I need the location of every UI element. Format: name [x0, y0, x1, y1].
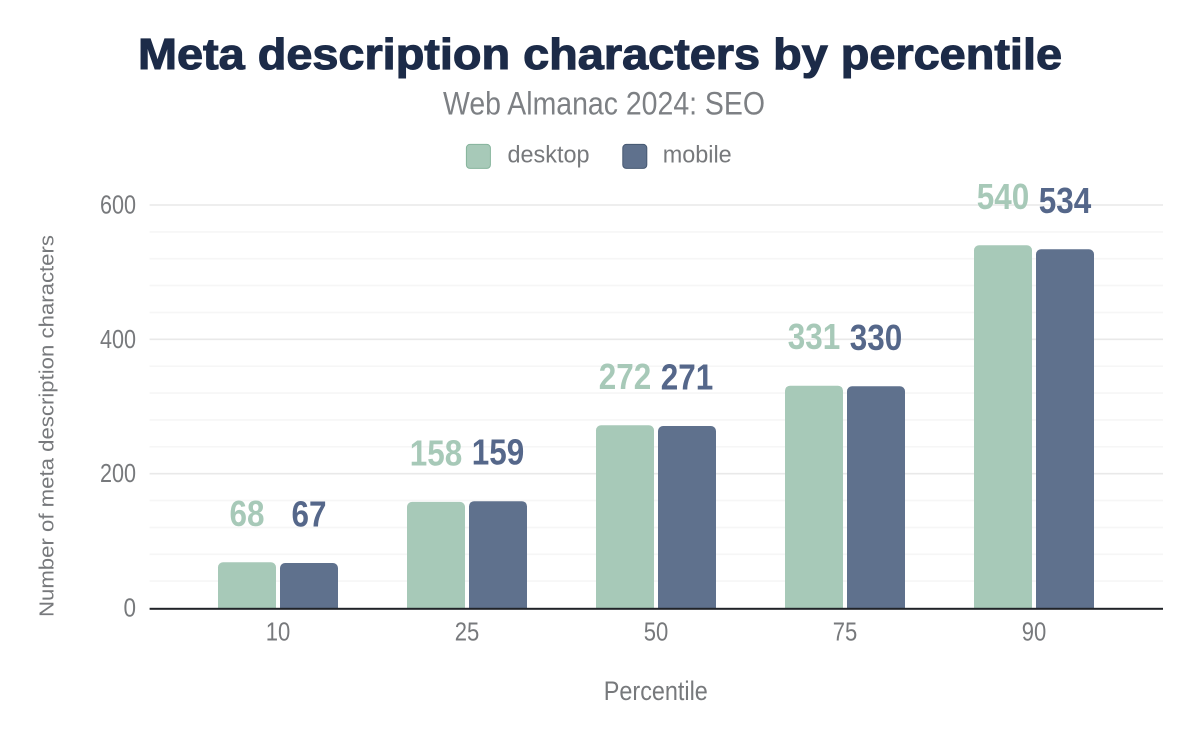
svg-text:mobile: mobile — [663, 142, 732, 169]
svg-text:400: 400 — [100, 324, 136, 354]
svg-text:200: 200 — [100, 458, 136, 488]
svg-text:540: 540 — [977, 176, 1030, 217]
svg-text:Meta description characters by: Meta description characters by percentil… — [138, 31, 1062, 79]
svg-text:0: 0 — [124, 593, 137, 623]
svg-text:272: 272 — [599, 356, 652, 397]
svg-text:271: 271 — [661, 357, 714, 398]
svg-text:Percentile: Percentile — [604, 676, 708, 706]
svg-text:Number of meta description cha: Number of meta description characters — [36, 235, 59, 617]
svg-text:25: 25 — [455, 617, 480, 647]
svg-text:desktop: desktop — [508, 142, 590, 169]
svg-text:90: 90 — [1022, 617, 1047, 647]
svg-text:75: 75 — [833, 617, 858, 647]
svg-text:50: 50 — [644, 617, 669, 647]
svg-text:330: 330 — [850, 317, 903, 358]
svg-text:68: 68 — [230, 493, 265, 534]
svg-text:331: 331 — [788, 316, 841, 357]
svg-text:10: 10 — [266, 617, 291, 647]
svg-text:Web Almanac 2024: SEO: Web Almanac 2024: SEO — [443, 86, 765, 122]
svg-text:600: 600 — [100, 190, 136, 220]
svg-text:158: 158 — [410, 432, 463, 473]
svg-text:159: 159 — [472, 432, 525, 473]
svg-text:67: 67 — [292, 494, 327, 535]
svg-text:534: 534 — [1039, 180, 1092, 221]
